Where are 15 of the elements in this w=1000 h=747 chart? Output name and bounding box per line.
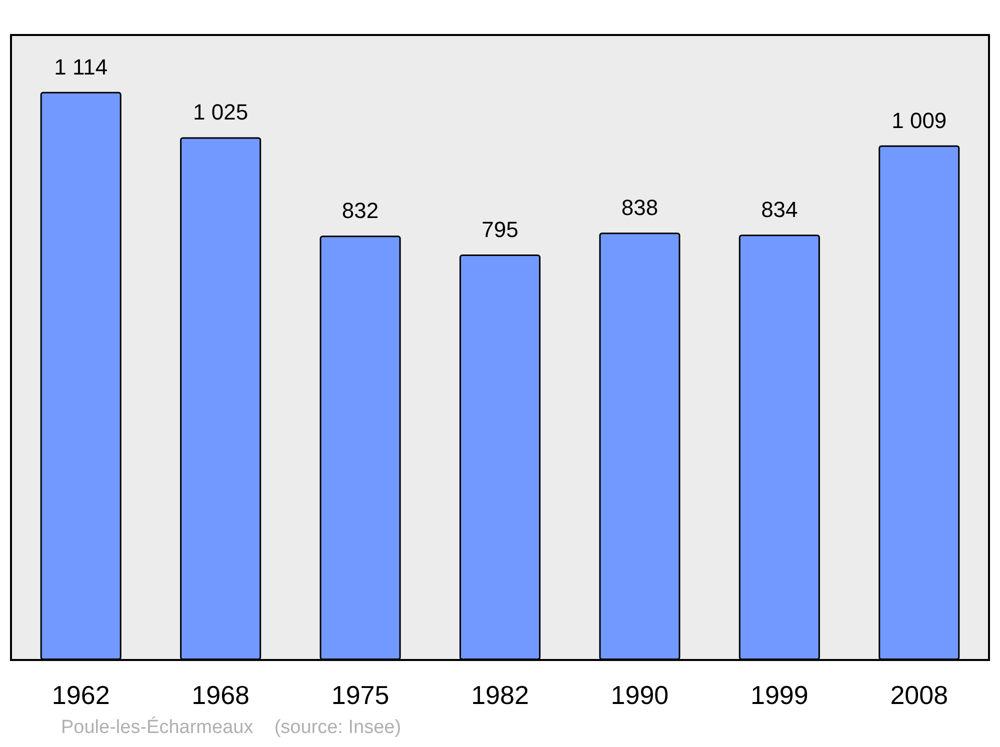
x-tick-label: 1990	[610, 680, 669, 710]
data-label: 834	[761, 197, 798, 222]
x-tick-label: 1975	[331, 680, 390, 710]
x-tick-label: 1968	[192, 680, 250, 710]
x-tick-label: 1999	[750, 680, 808, 710]
data-label: 1 009	[892, 108, 947, 133]
x-tick-label: 2008	[890, 680, 948, 710]
data-label: 832	[342, 198, 379, 224]
x-tick-label: 1982	[471, 680, 529, 710]
text: Poule-les-Écharmeaux (source: Insee)	[61, 716, 402, 738]
x-tick-label: 1962	[52, 680, 110, 710]
data-label: 1 025	[193, 100, 248, 125]
data-label: 795	[482, 217, 518, 242]
data-label: 838	[621, 195, 658, 220]
data-label: 1 114	[54, 54, 108, 80]
